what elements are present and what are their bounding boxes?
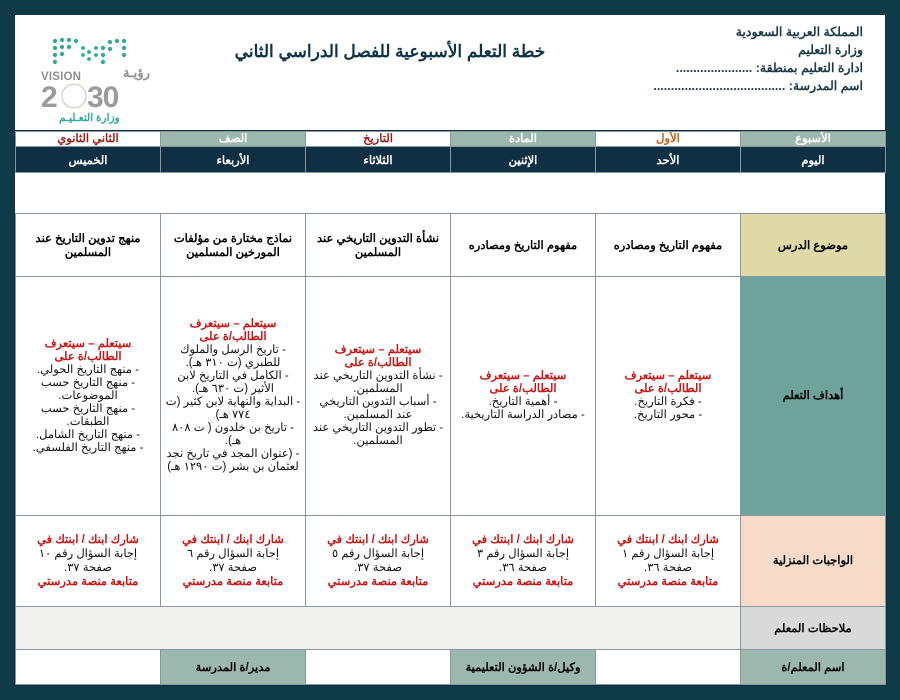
svg-text:30: 30 [87, 81, 119, 114]
svg-text:2: 2 [41, 81, 57, 114]
